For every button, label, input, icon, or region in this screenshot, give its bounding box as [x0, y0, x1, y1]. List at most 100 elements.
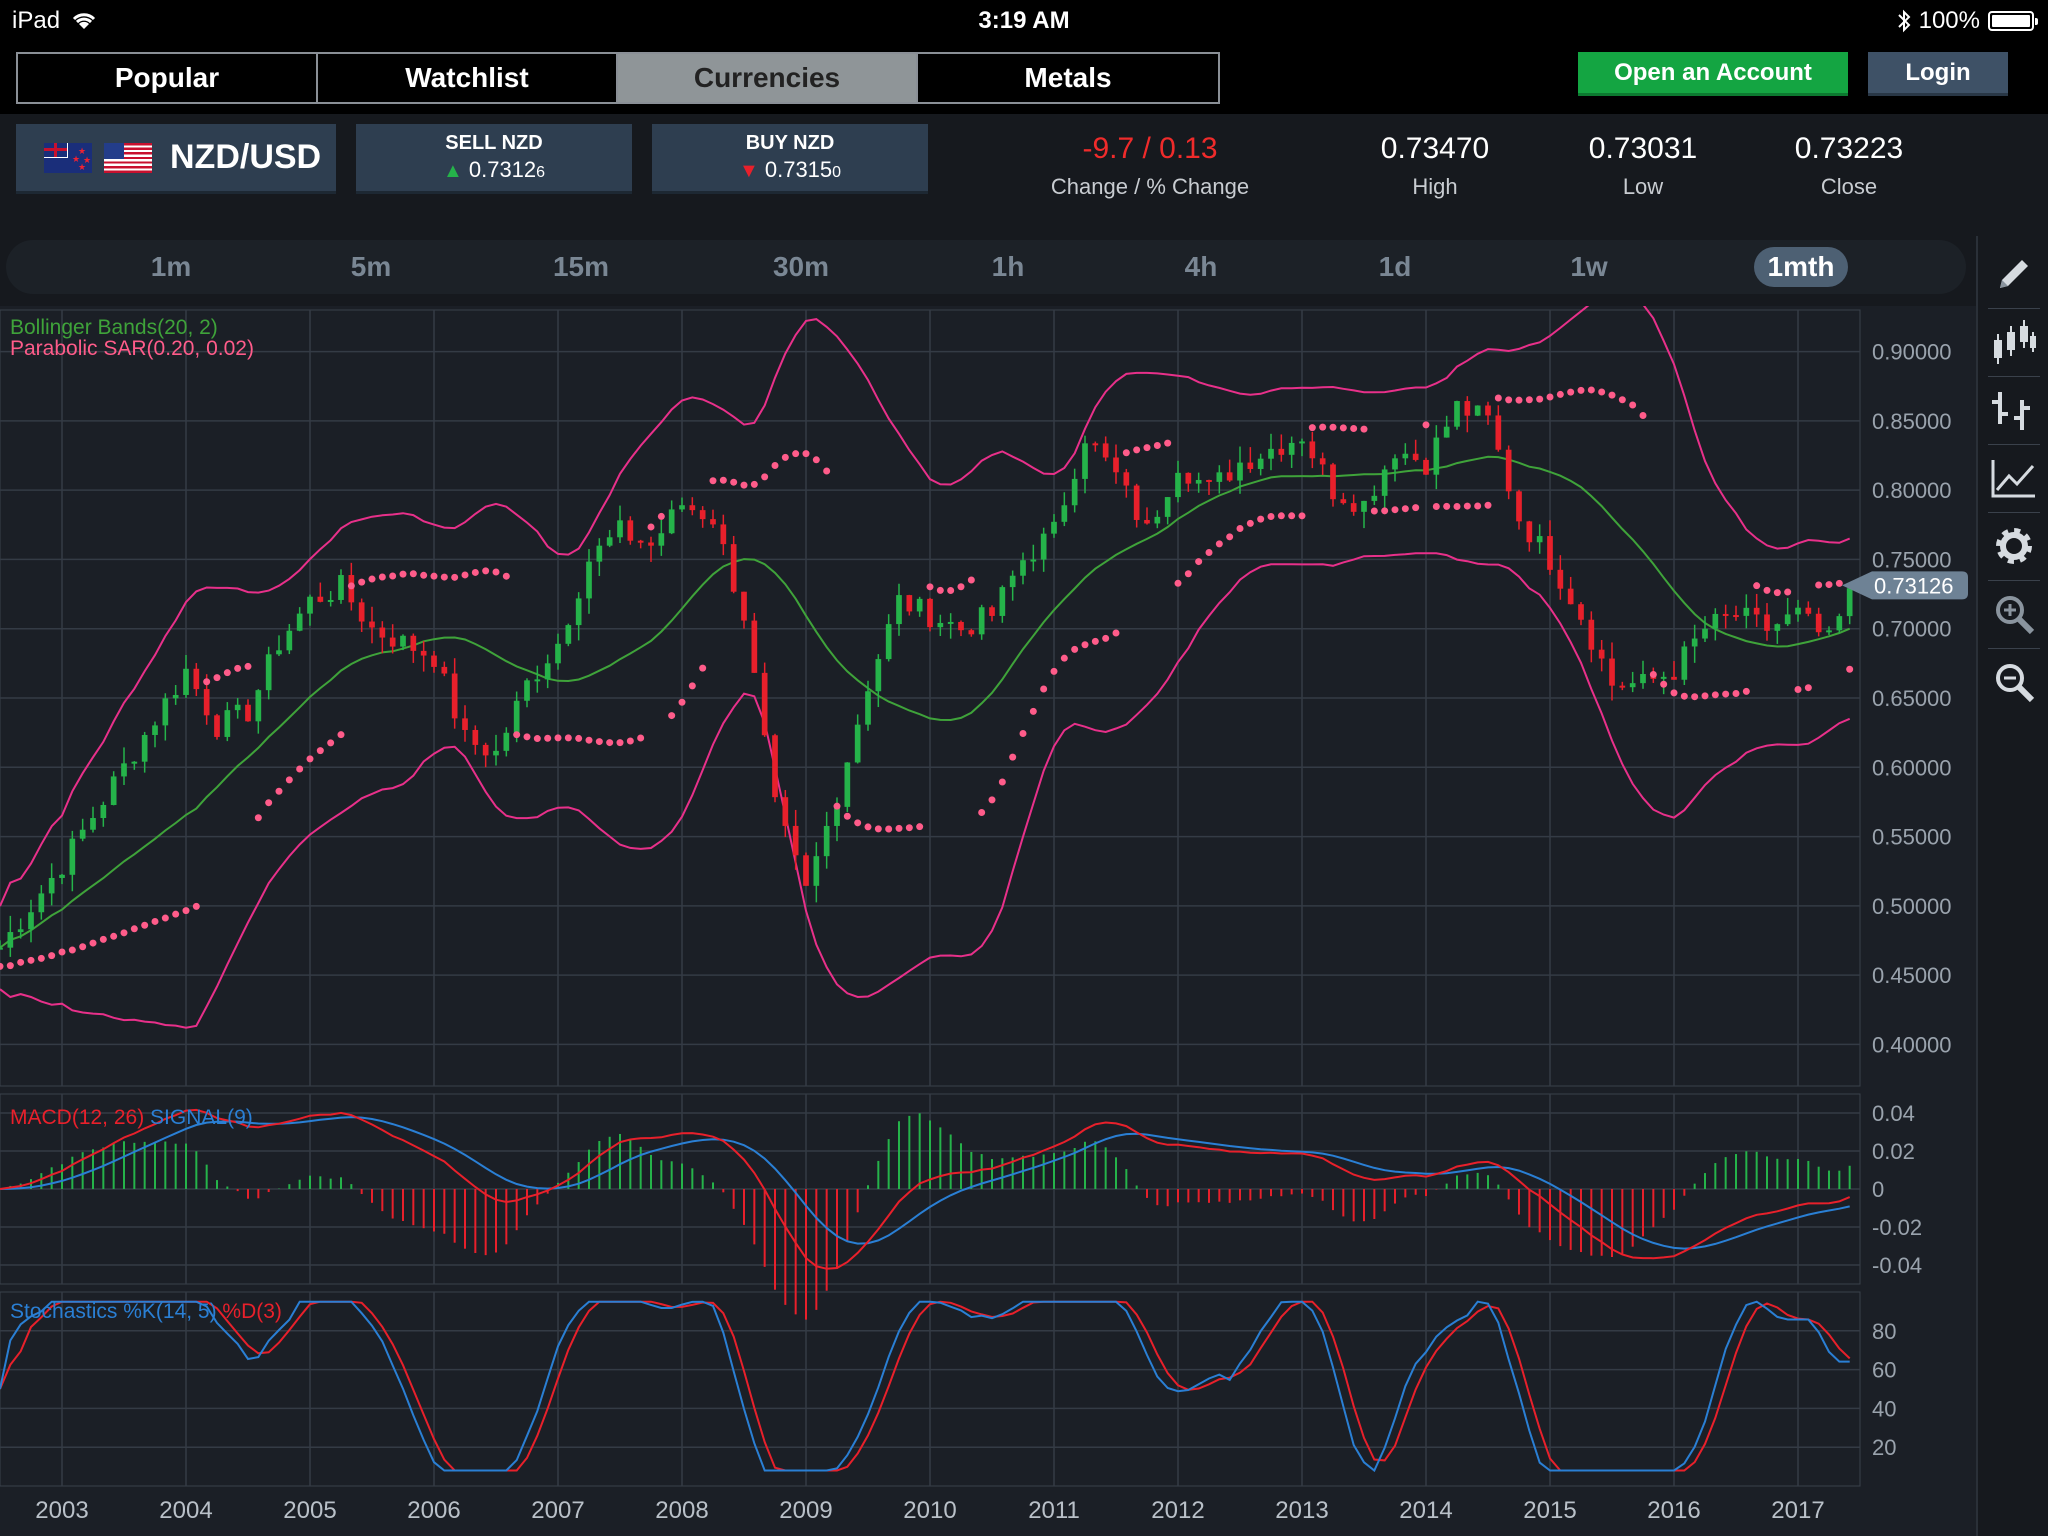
sar-dot: [409, 570, 417, 578]
sar-dot: [1319, 423, 1327, 431]
x-axis-label: 2017: [1771, 1497, 1824, 1524]
candle-body: [1009, 575, 1016, 588]
tab-currencies[interactable]: Currencies: [618, 54, 918, 102]
timeframe-30m[interactable]: 30m: [772, 251, 830, 282]
candle-body: [1423, 459, 1429, 475]
sar-dot: [1164, 439, 1172, 447]
sar-dot: [1091, 637, 1099, 645]
timeframe-4h[interactable]: 4h: [1184, 251, 1218, 282]
sar-legend: Parabolic SAR(0.20, 0.02): [10, 337, 254, 360]
open-account-button[interactable]: Open an Account: [1578, 52, 1848, 96]
pair-selector[interactable]: ★ ★ ★ ★ NZD/USD: [16, 124, 336, 194]
candle-body: [1454, 401, 1460, 427]
sar-dot: [1081, 641, 1089, 649]
sar-dot: [1443, 502, 1451, 510]
sar-dot: [771, 462, 779, 470]
sar-dot: [843, 812, 851, 820]
timeframe-1d[interactable]: 1d: [1378, 251, 1412, 282]
candle-body: [544, 663, 551, 680]
x-axis-label: 2007: [531, 1497, 584, 1524]
candle-body: [885, 624, 892, 660]
low-value: 0.73031: [1588, 132, 1698, 165]
sar-dot: [1474, 502, 1482, 510]
sar-dot: [1339, 424, 1347, 432]
candle-body: [1154, 516, 1161, 524]
timeframe-1w[interactable]: 1w: [1570, 251, 1608, 282]
candle-body: [513, 700, 520, 733]
timeframe-15m[interactable]: 15m: [552, 251, 610, 282]
candle-body: [389, 637, 396, 647]
bollinger-middle-line: [0, 455, 1851, 949]
login-button[interactable]: Login: [1868, 52, 2008, 96]
candle-body: [1474, 405, 1481, 416]
sar-dot: [1763, 586, 1771, 594]
zoom-out-icon[interactable]: [1984, 654, 2044, 710]
x-axis-label: 2009: [779, 1497, 832, 1524]
sar-dot: [141, 921, 149, 929]
candle-body: [627, 520, 634, 541]
gear-icon[interactable]: [1984, 518, 2044, 574]
sar-dot: [812, 456, 820, 464]
zoom-in-icon[interactable]: [1984, 586, 2044, 642]
sar-dot: [947, 586, 955, 594]
chart-svg[interactable]: 2003 2004 2005 2006 2007 2008 2009 2010 2011 2012…: [0, 306, 1976, 1536]
market-tabs: Popular Watchlist Currencies Metals: [16, 52, 1220, 104]
tab-popular[interactable]: Popular: [18, 54, 318, 102]
candle-body: [1505, 449, 1512, 492]
candle-body: [28, 912, 34, 930]
price-chart[interactable]: 2003 2004 2005 2006 2007 2008 2009 2010 2011 2012…: [0, 306, 1976, 1536]
stoch-legend: Stochastics %K(14, 5) %D(3): [10, 1300, 282, 1323]
sar-dot: [513, 731, 521, 739]
sar-dot: [1236, 525, 1244, 533]
candle-body: [1712, 613, 1719, 629]
candle-body: [586, 561, 592, 599]
stoch-axis-label: 80: [1872, 1319, 1896, 1344]
sar-dot: [161, 914, 169, 922]
sar-dot: [378, 573, 386, 581]
sar-dot: [1422, 421, 1430, 429]
sar-dot: [926, 583, 934, 591]
candle-body: [1412, 453, 1419, 460]
candle-body: [1030, 559, 1037, 562]
line-chart-icon[interactable]: [1984, 450, 2044, 506]
candle-body: [710, 519, 716, 525]
macd-signal-line: [0, 1116, 1850, 1250]
low-label: Low: [1622, 174, 1664, 199]
status-time: 3:19 AM: [978, 7, 1070, 34]
timeframe-1h[interactable]: 1h: [991, 251, 1025, 282]
candle-body: [1443, 426, 1450, 438]
candle-body: [162, 698, 169, 726]
sar-dot: [1484, 501, 1492, 509]
pencil-icon[interactable]: [1984, 246, 2044, 302]
candle-body: [617, 520, 623, 538]
price-axis-label: 0.50000: [1872, 894, 1952, 919]
timeframe-1m[interactable]: 1m: [150, 251, 192, 282]
tab-watchlist[interactable]: Watchlist: [318, 54, 618, 102]
sar-dot: [451, 573, 459, 581]
sar-dot: [1753, 582, 1761, 590]
candle-body: [1567, 588, 1574, 605]
price-axis-label: 0.85000: [1872, 409, 1952, 434]
sar-dot: [678, 698, 686, 706]
sar-dot: [637, 734, 645, 742]
ohlc-icon[interactable]: [1984, 382, 2044, 438]
tab-metals[interactable]: Metals: [918, 54, 1218, 102]
sar-dot: [1742, 687, 1750, 695]
buy-button[interactable]: BUY NZD ▼ 0.73150: [652, 124, 928, 194]
sar-dot: [1670, 689, 1678, 697]
candle-body: [927, 598, 933, 628]
candle-body: [100, 804, 107, 819]
candle-body: [462, 718, 468, 730]
candles-icon[interactable]: [1984, 314, 2044, 370]
top-nav: Popular Watchlist Currencies Metals Open…: [0, 42, 2048, 114]
sar-dot: [978, 809, 986, 817]
timeframe-5m[interactable]: 5m: [350, 251, 392, 282]
sar-dot: [223, 669, 231, 677]
sell-button[interactable]: SELL NZD ▲ 0.73126: [356, 124, 632, 194]
candle-body: [183, 668, 189, 695]
candle-body: [679, 505, 685, 510]
candle-body: [689, 505, 696, 511]
price-axis-label: 0.60000: [1872, 755, 1952, 780]
timeframe-1mth[interactable]: 1mth: [1736, 240, 1866, 294]
sar-dot: [885, 825, 893, 833]
